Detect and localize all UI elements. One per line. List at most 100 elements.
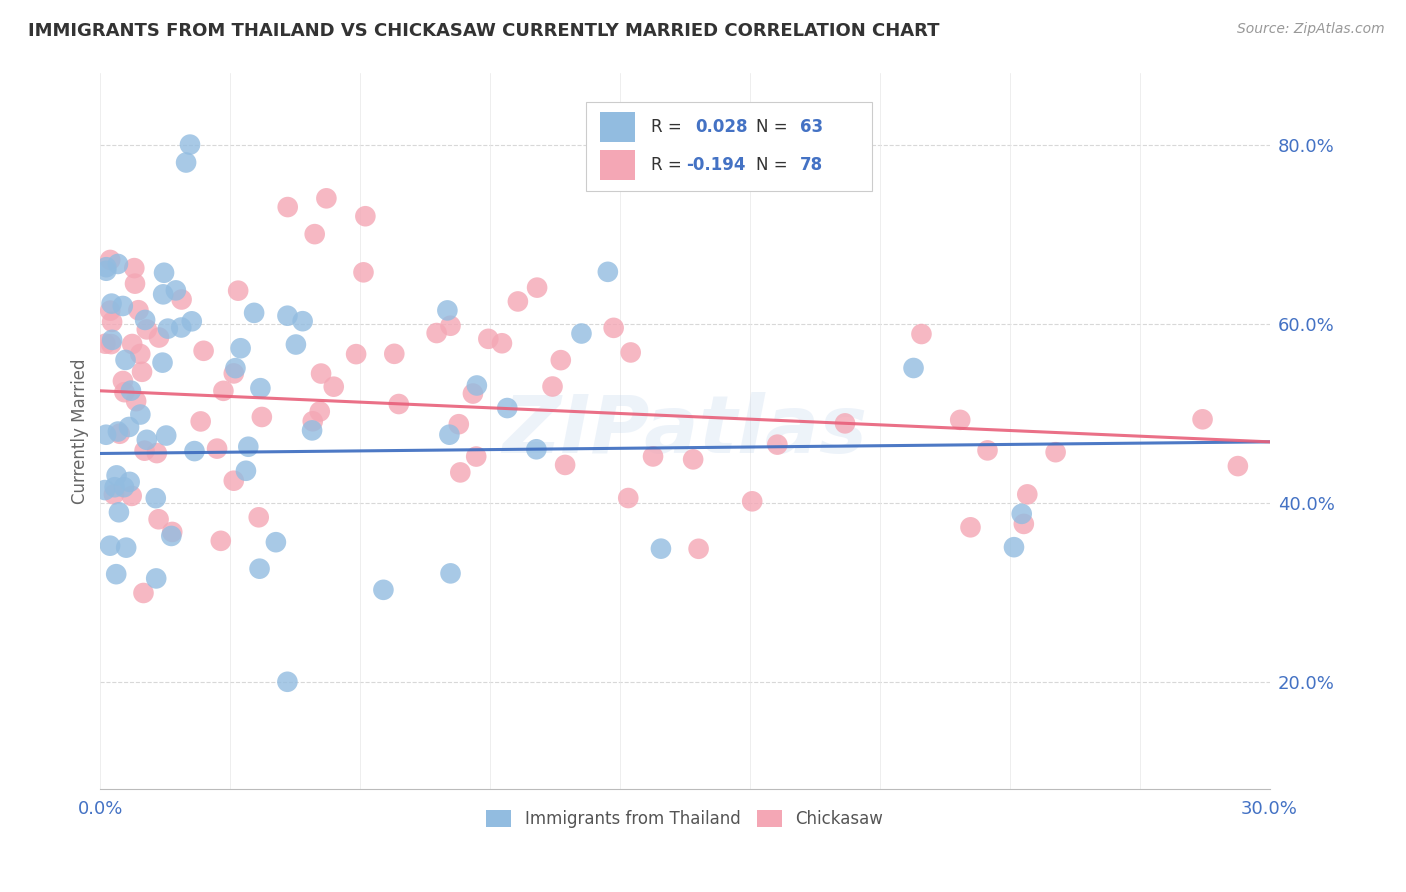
- Point: [114, 352, 136, 367]
- Point: [224, 361, 246, 376]
- Point: [550, 353, 572, 368]
- Point: [135, 433, 157, 447]
- Point: [108, 505, 131, 519]
- Point: [834, 417, 856, 431]
- Point: [284, 337, 307, 351]
- Point: [135, 322, 157, 336]
- Point: [354, 209, 377, 223]
- Point: [124, 277, 146, 291]
- Point: [439, 318, 461, 333]
- FancyBboxPatch shape: [599, 150, 634, 179]
- Point: [465, 378, 488, 392]
- Point: [96, 260, 118, 275]
- Point: [766, 437, 789, 451]
- Point: [160, 529, 183, 543]
- Point: [741, 494, 763, 508]
- Point: [315, 191, 337, 205]
- Point: [388, 397, 411, 411]
- FancyBboxPatch shape: [599, 112, 634, 143]
- Point: [910, 326, 932, 341]
- Point: [449, 466, 471, 480]
- Point: [105, 567, 128, 582]
- Point: [301, 424, 323, 438]
- Point: [98, 539, 121, 553]
- Point: [477, 332, 499, 346]
- Point: [382, 347, 405, 361]
- Point: [602, 321, 624, 335]
- Point: [496, 401, 519, 415]
- Point: [620, 345, 643, 359]
- Point: [148, 512, 170, 526]
- Point: [104, 480, 127, 494]
- Point: [127, 303, 149, 318]
- Point: [100, 337, 122, 351]
- Point: [322, 380, 344, 394]
- Point: [304, 227, 326, 241]
- Point: [309, 367, 332, 381]
- Point: [903, 361, 925, 376]
- Point: [541, 379, 564, 393]
- Point: [131, 365, 153, 379]
- Point: [179, 137, 201, 152]
- Point: [120, 384, 142, 398]
- Point: [688, 541, 710, 556]
- Point: [249, 381, 271, 395]
- Point: [152, 287, 174, 301]
- Point: [949, 413, 972, 427]
- Point: [190, 414, 212, 428]
- Point: [276, 309, 298, 323]
- Text: R =: R =: [651, 119, 688, 136]
- Point: [491, 336, 513, 351]
- Text: N =: N =: [756, 156, 793, 174]
- Point: [103, 487, 125, 501]
- Point: [506, 294, 529, 309]
- Point: [250, 409, 273, 424]
- Point: [145, 491, 167, 505]
- Point: [146, 446, 169, 460]
- Point: [148, 330, 170, 344]
- Point: [226, 284, 249, 298]
- Point: [94, 336, 117, 351]
- Point: [249, 562, 271, 576]
- Point: [277, 200, 299, 214]
- Point: [235, 464, 257, 478]
- Point: [308, 404, 330, 418]
- Point: [212, 384, 235, 398]
- Y-axis label: Currently Married: Currently Married: [72, 359, 89, 504]
- FancyBboxPatch shape: [585, 102, 872, 191]
- Point: [447, 417, 470, 432]
- Point: [112, 480, 135, 494]
- Point: [183, 444, 205, 458]
- Point: [115, 541, 138, 555]
- Point: [170, 320, 193, 334]
- Point: [152, 356, 174, 370]
- Point: [125, 394, 148, 409]
- Point: [108, 426, 131, 441]
- Point: [205, 442, 228, 456]
- Point: [129, 347, 152, 361]
- Point: [344, 347, 367, 361]
- Point: [641, 450, 664, 464]
- Point: [291, 314, 314, 328]
- Point: [596, 265, 619, 279]
- Point: [439, 566, 461, 581]
- Point: [98, 303, 121, 318]
- Point: [1002, 540, 1025, 554]
- Point: [571, 326, 593, 341]
- Point: [134, 443, 156, 458]
- Point: [162, 524, 184, 539]
- Point: [174, 155, 197, 169]
- Point: [132, 586, 155, 600]
- Point: [617, 491, 640, 505]
- Point: [1012, 516, 1035, 531]
- Point: [243, 306, 266, 320]
- Point: [134, 313, 156, 327]
- Point: [129, 408, 152, 422]
- Point: [1045, 445, 1067, 459]
- Text: -0.194: -0.194: [686, 156, 745, 174]
- Point: [959, 520, 981, 534]
- Point: [650, 541, 672, 556]
- Point: [1226, 459, 1249, 474]
- Point: [118, 475, 141, 489]
- Point: [165, 284, 187, 298]
